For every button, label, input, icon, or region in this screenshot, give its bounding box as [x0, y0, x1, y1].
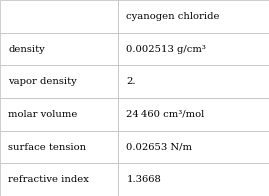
- Text: vapor density: vapor density: [8, 77, 77, 86]
- Bar: [118, 131, 269, 163]
- Text: 2.: 2.: [126, 77, 136, 86]
- Bar: [0, 33, 118, 65]
- Text: 1.3668: 1.3668: [126, 175, 161, 184]
- Bar: [118, 98, 269, 131]
- Bar: [118, 0, 269, 33]
- Text: 24 460 cm³/mol: 24 460 cm³/mol: [126, 110, 205, 119]
- Text: molar volume: molar volume: [8, 110, 77, 119]
- Text: refractive index: refractive index: [8, 175, 89, 184]
- Bar: [118, 33, 269, 65]
- Bar: [0, 0, 118, 33]
- Text: 0.02653 N/m: 0.02653 N/m: [126, 142, 192, 152]
- Text: density: density: [8, 44, 45, 54]
- Text: cyanogen chloride: cyanogen chloride: [126, 12, 220, 21]
- Bar: [0, 98, 118, 131]
- Text: surface tension: surface tension: [8, 142, 86, 152]
- Bar: [0, 131, 118, 163]
- Bar: [0, 65, 118, 98]
- Text: 0.002513 g/cm³: 0.002513 g/cm³: [126, 44, 206, 54]
- Bar: [0, 163, 118, 196]
- Bar: [118, 163, 269, 196]
- Bar: [118, 65, 269, 98]
